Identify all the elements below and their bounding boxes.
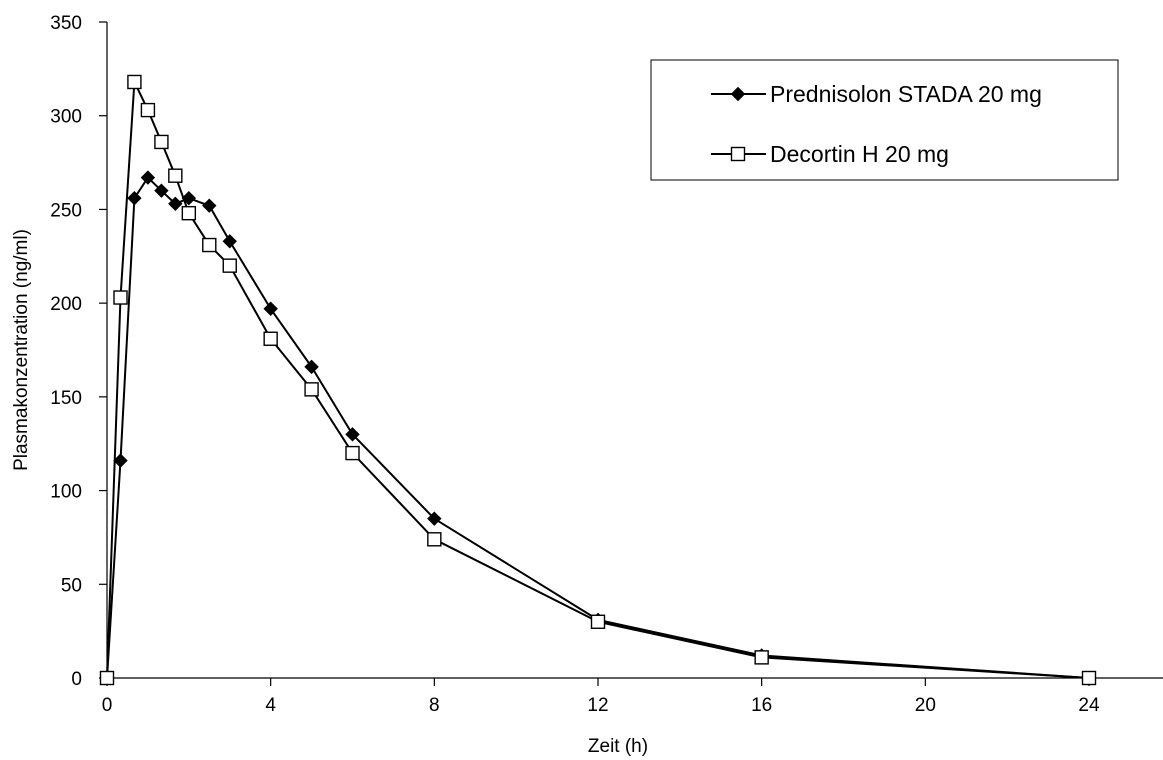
- x-tick-label: 20: [915, 695, 936, 716]
- legend-entry: Decortin H 20 mg: [711, 141, 949, 167]
- data-point: [113, 453, 128, 468]
- data-point: [99, 670, 115, 686]
- x-tick-label: 8: [429, 695, 440, 716]
- data-point: [304, 359, 319, 375]
- data-point: [140, 102, 156, 118]
- series-line: [106, 176, 1090, 679]
- x-tick-label: 16: [751, 695, 772, 716]
- series-layer: [99, 74, 1097, 686]
- data-point: [1081, 670, 1097, 686]
- data-point: [263, 301, 278, 316]
- legend-marker: [730, 146, 746, 162]
- data-point: [168, 168, 183, 183]
- x-tick-label: 12: [587, 695, 608, 716]
- data-point: [427, 532, 442, 547]
- series-line: [106, 80, 1090, 679]
- data-point: [127, 74, 142, 90]
- data-point: [168, 196, 183, 212]
- data-point: [590, 614, 606, 629]
- data-point: [113, 290, 128, 305]
- legend: Prednisolon STADA 20 mg Decortin H 20 mg: [650, 59, 1119, 181]
- x-tick-label: 24: [1078, 695, 1100, 716]
- data-point: [222, 258, 237, 273]
- legend-entry: Prednisolon STADA 20 mg: [711, 81, 1042, 107]
- data-point: [140, 170, 156, 185]
- data-point: [304, 382, 319, 397]
- data-point: [222, 234, 237, 249]
- data-point: [202, 198, 217, 213]
- y-tick-label: 150: [50, 388, 82, 409]
- y-axis-title: Plasmakonzentration (ng/ml): [11, 229, 32, 471]
- x-axis-title: Zeit (h): [588, 736, 648, 757]
- x-tick-label: 0: [102, 695, 113, 716]
- legend-marker: [730, 86, 746, 102]
- x-tick-label: 4: [265, 695, 276, 716]
- y-tick-label: 0: [71, 669, 82, 690]
- data-point: [154, 134, 169, 150]
- data-point: [154, 183, 169, 198]
- y-tick-label: 200: [50, 294, 82, 315]
- data-point: [345, 427, 360, 442]
- data-point: [427, 511, 442, 526]
- data-point: [263, 331, 278, 346]
- y-tick-label: 50: [61, 575, 82, 596]
- data-point: [754, 650, 769, 665]
- data-point: [202, 237, 217, 253]
- series-2: [99, 74, 1097, 686]
- y-tick-label: 300: [50, 107, 82, 128]
- series-1: [99, 170, 1097, 686]
- data-point: [127, 190, 142, 206]
- data-point: [181, 205, 197, 221]
- legend-label: Decortin H 20 mg: [770, 141, 949, 167]
- legend-box: [650, 59, 1119, 181]
- y-tick-label: 100: [50, 482, 82, 503]
- y-tick-label: 350: [50, 13, 82, 34]
- data-point: [345, 445, 360, 461]
- legend-label: Prednisolon STADA 20 mg: [770, 81, 1042, 107]
- y-tick-label: 250: [50, 200, 82, 221]
